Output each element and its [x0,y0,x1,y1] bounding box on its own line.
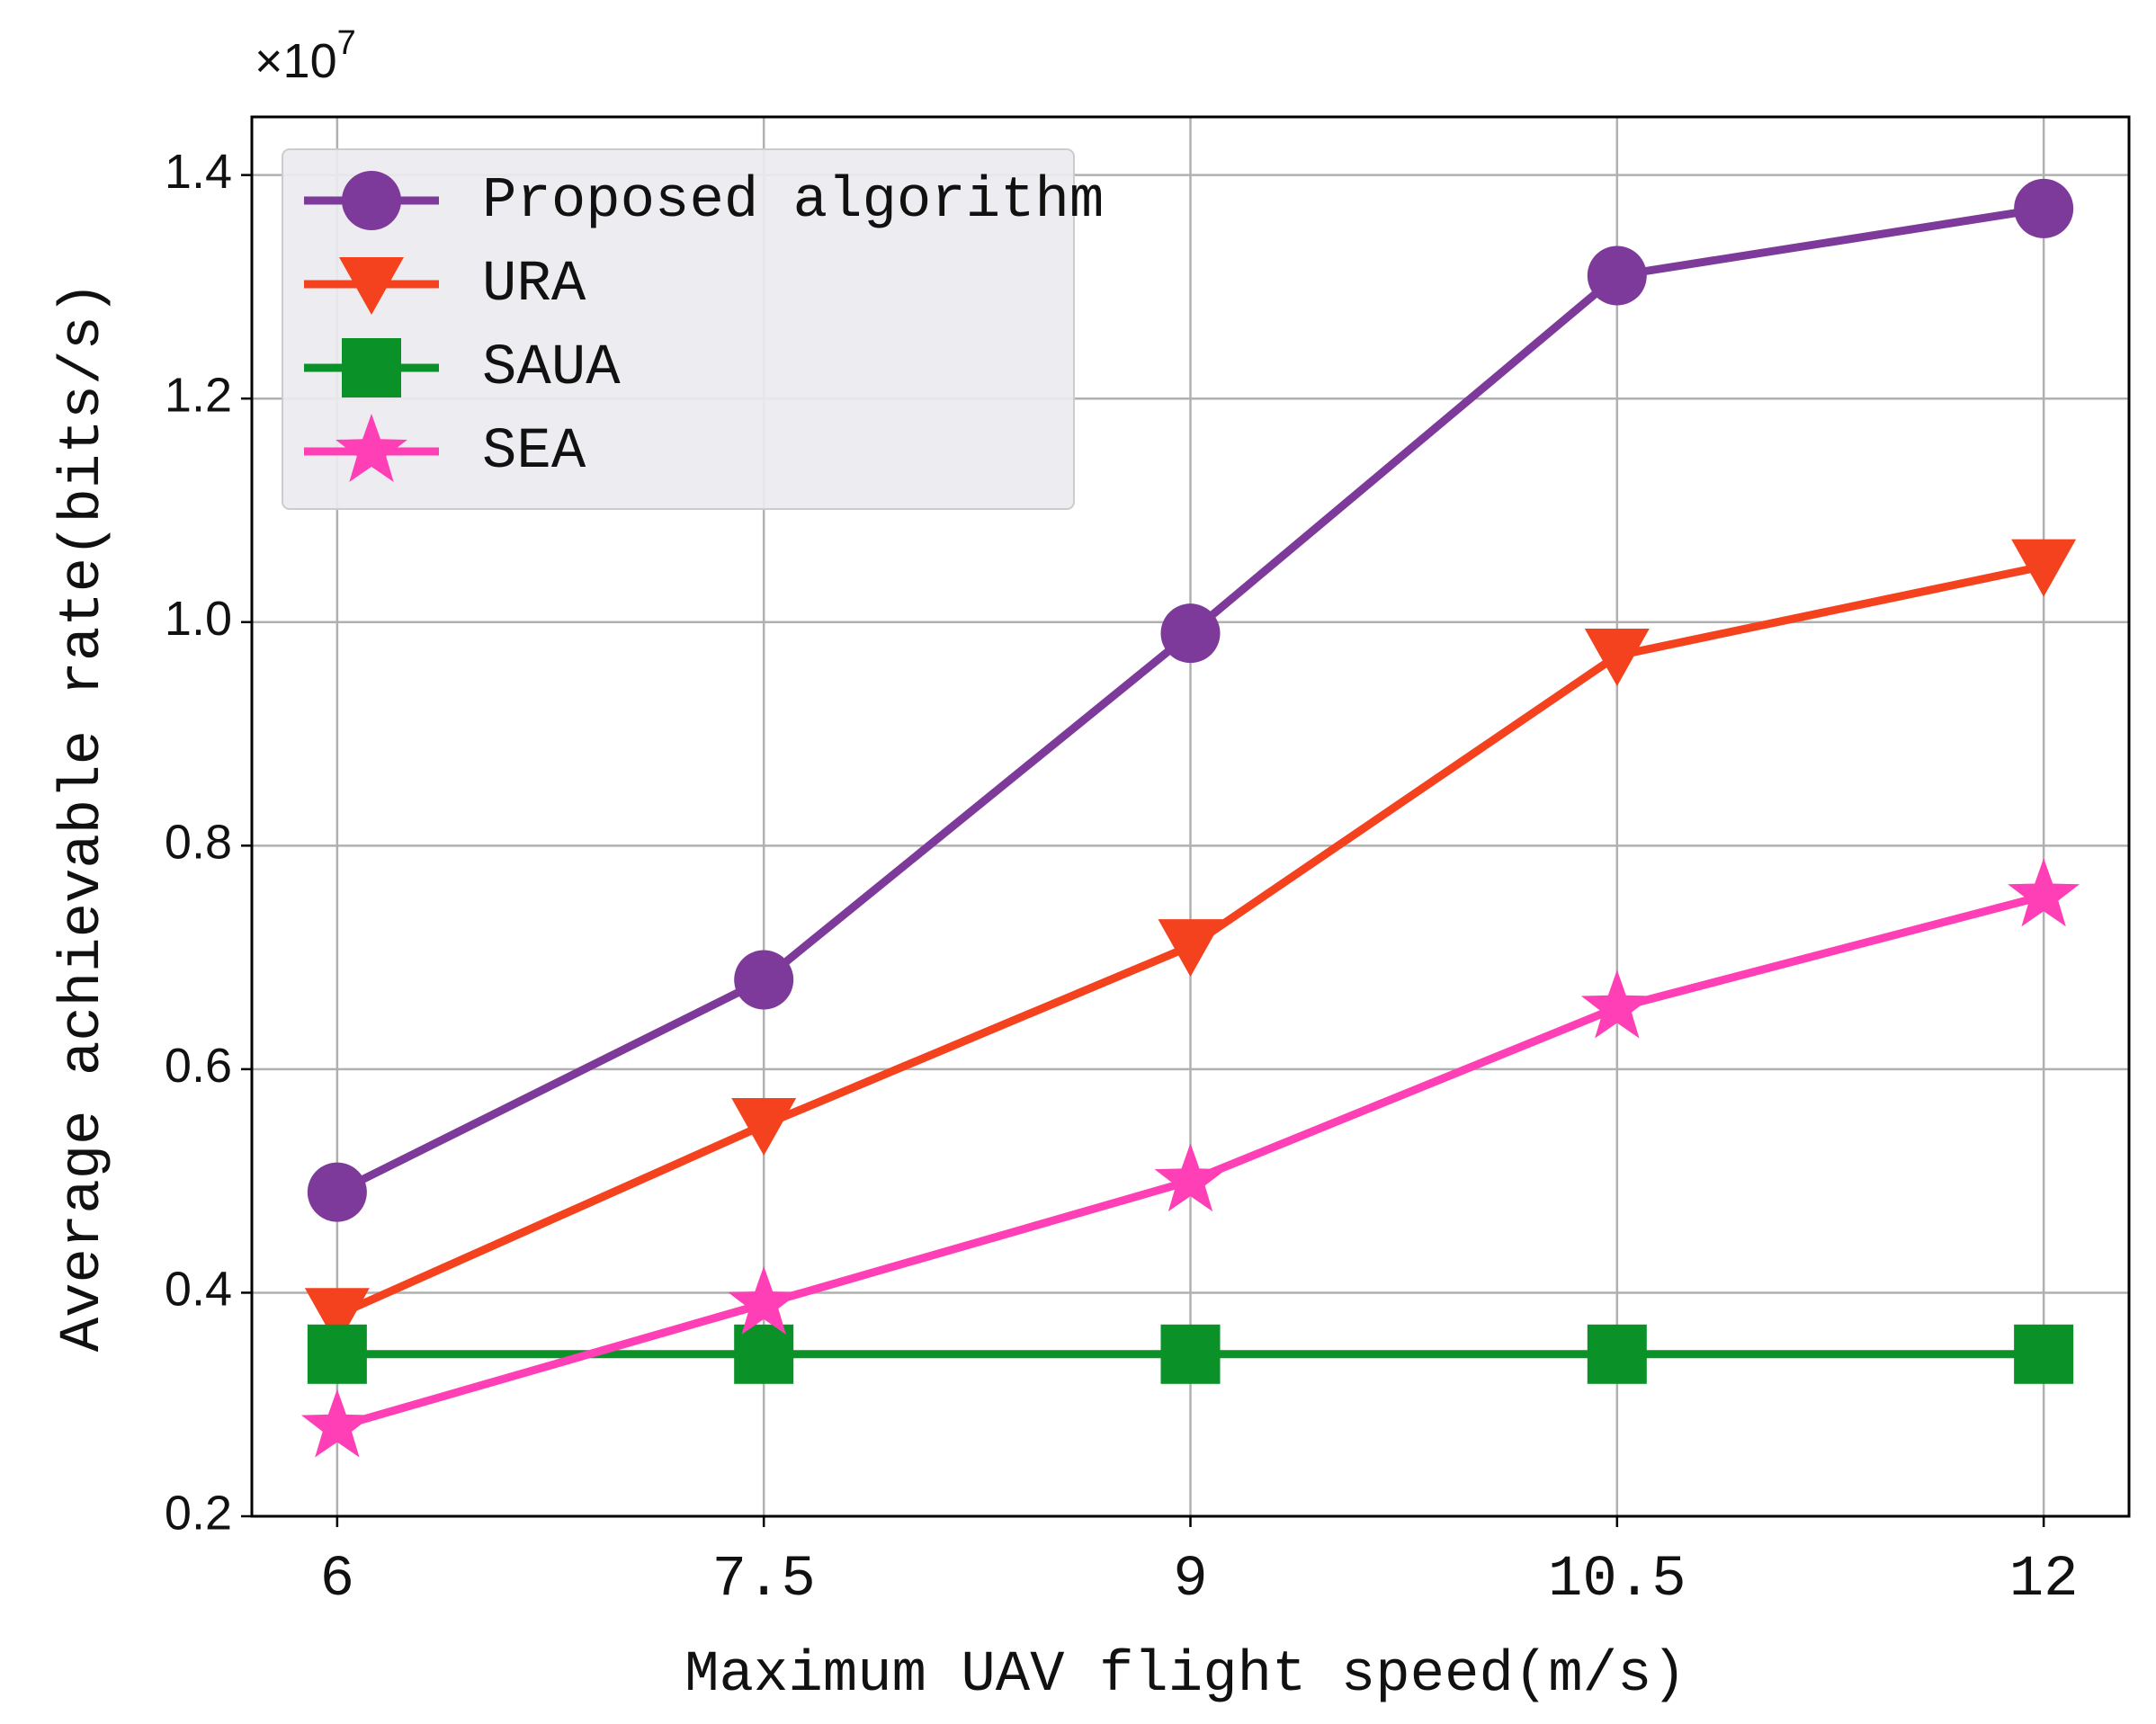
offset-exponent: 7 [337,24,356,62]
data-point [304,1288,370,1346]
data-point [307,1162,367,1222]
legend-marker [339,257,404,315]
y-tick-label: 1.4 [165,145,232,199]
data-point [728,1265,801,1335]
legend-label: SAUA [482,336,621,401]
plot-frame [250,115,2131,1518]
data-point [1158,919,1223,978]
data-point [734,1324,794,1384]
data-point [2011,539,2077,597]
legend-label: SEA [482,420,586,485]
x-tick-label: 10.5 [1548,1548,1686,1612]
data-point [1160,603,1221,664]
legend-label: Proposed algorithm [482,169,1104,234]
y-tick-label: 0.4 [165,1263,232,1317]
data-point [1580,969,1653,1039]
legend-label: URA [482,253,586,317]
data-point [734,950,794,1010]
data-point [731,1098,797,1157]
x-tick-label: 9 [1173,1548,1207,1612]
legend-marker [335,414,407,482]
legend-box [282,148,1075,510]
data-point [2008,858,2080,927]
offset-base: ×10 [255,34,337,88]
data-point [300,1389,373,1458]
x-tick-label: 6 [320,1548,354,1612]
legend-marker [342,338,401,398]
x-tick-label: 12 [2009,1548,2079,1612]
y-tick-label: 0.2 [165,1486,232,1540]
data-point [1587,1324,1647,1384]
data-point [1160,1324,1221,1384]
y-offset-label: ×107 [255,24,356,88]
y-tick-label: 1.0 [165,592,232,646]
legend-marker [342,171,401,230]
x-tick-label: 7.5 [712,1548,816,1612]
y-tick-label: 0.8 [165,816,232,870]
x-axis-label: Maximum UAV flight speed(m/s) [684,1643,1686,1708]
data-point [1154,1143,1227,1212]
y-tick-label: 0.6 [165,1039,232,1093]
data-point [2014,1324,2074,1384]
y-tick-label: 1.2 [165,368,232,422]
data-point [307,1324,367,1384]
data-point [1584,629,1650,687]
data-point [1587,246,1647,306]
y-axis-label: Average achievable rate(bits/s) [51,281,116,1353]
data-point [2014,178,2074,238]
